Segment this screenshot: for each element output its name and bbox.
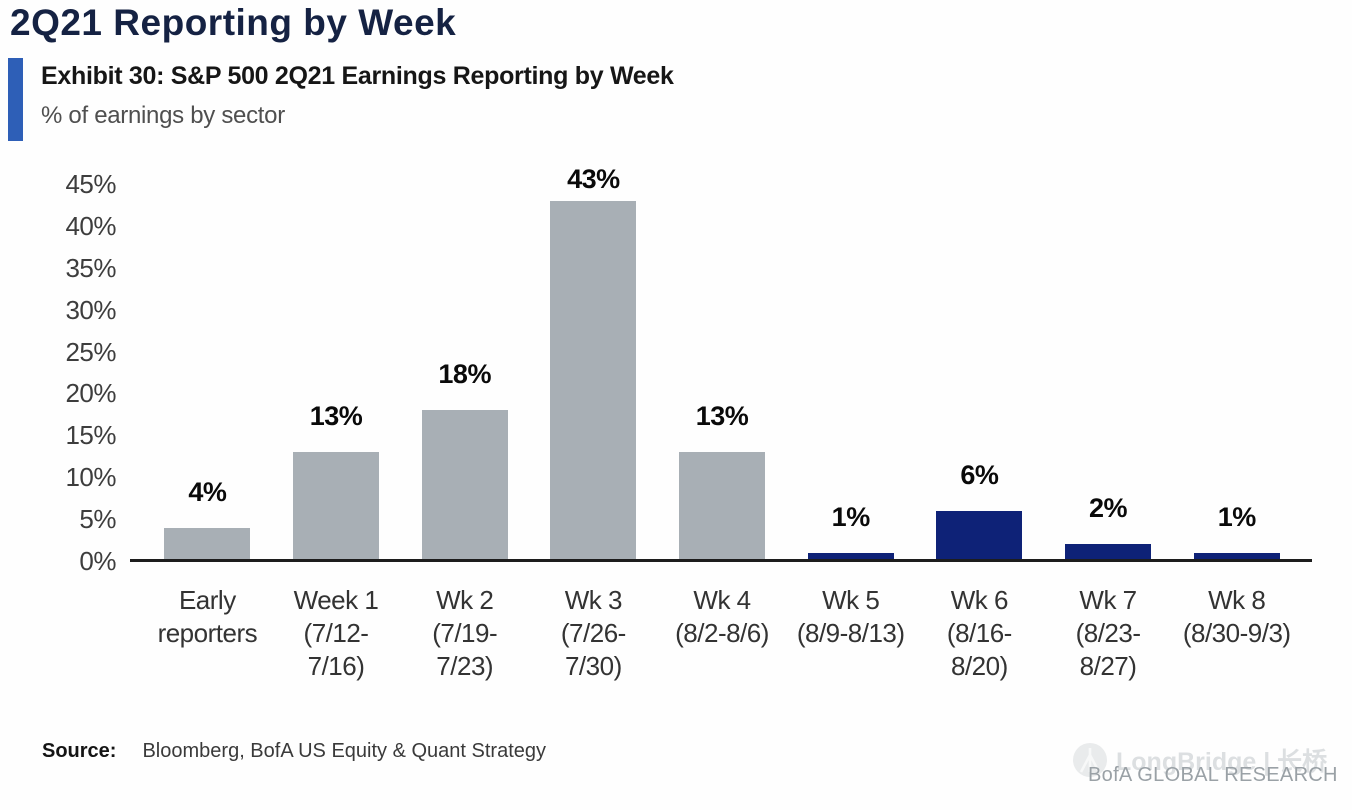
- watermark-text: LongBridge | 长桥: [1116, 748, 1328, 776]
- x-label-wk-8: Wk 8 (8/30-9/3): [1182, 585, 1291, 648]
- x-label-wk-3: Wk 3 (7/26- 7/30): [560, 585, 626, 681]
- value-label-wk-5: 1%: [831, 501, 871, 532]
- bar-group-wk-3: 43%: [529, 160, 658, 561]
- bar-group-wk-8: 1%: [1172, 160, 1301, 561]
- bar-group-wk-4: 13%: [658, 160, 787, 561]
- bar-group-wk-2: 18%: [400, 160, 529, 561]
- x-label-wk-2: Wk 2 (7/19- 7/23): [432, 585, 498, 681]
- x-label-wk-5: Wk 5 (8/9-8/13): [796, 585, 905, 648]
- bar-wk-2: [421, 410, 508, 561]
- exhibit-accent-bar: [8, 58, 23, 141]
- y-axis-tick-labels: 45% 40% 35% 30% 25% 20% 15% 10% 5% 0%: [0, 0, 116, 620]
- y-tick-40: 40%: [65, 210, 116, 241]
- bar-wk-3: [550, 200, 637, 561]
- y-tick-15: 15%: [65, 420, 116, 451]
- bar-wk-4: [679, 452, 766, 561]
- x-label-wk-4: Wk 4 (8/2-8/6): [675, 585, 769, 648]
- y-tick-30: 30%: [65, 294, 116, 325]
- y-tick-35: 35%: [65, 252, 116, 283]
- bar-wk-8: [1193, 552, 1280, 561]
- y-tick-45: 45%: [65, 169, 116, 199]
- source-label: Source:: [42, 740, 117, 762]
- page-title: 2Q21 Reporting by Week: [10, 2, 457, 43]
- value-label-wk-7: 2%: [1089, 493, 1128, 524]
- bar-week-1: [293, 452, 379, 561]
- y-tick-25: 25%: [65, 336, 116, 367]
- bar-group-wk-7: 2%: [1044, 160, 1173, 561]
- bar-wk-5: [807, 552, 894, 561]
- bar-group-wk-5: 1%: [786, 160, 915, 561]
- source-text: Bloomberg, BofA US Equity & Quant Strate…: [142, 740, 547, 762]
- longbridge-bridge-icon: [1072, 742, 1108, 778]
- value-label-early-reporters: 4%: [188, 476, 227, 507]
- value-label-wk-3: 43%: [567, 163, 620, 194]
- y-tick-20: 20%: [65, 378, 116, 409]
- value-label-wk-8: 1%: [1217, 501, 1257, 532]
- y-tick-5: 5%: [79, 504, 116, 535]
- bar-group-early-reporters: 4%: [143, 160, 272, 561]
- value-label-wk-4: 13%: [695, 401, 749, 432]
- y-tick-0: 0%: [79, 546, 116, 576]
- x-axis-labels: Early reporters Week 1 (7/12- 7/16) Wk 2 (7/19…: [143, 584, 1301, 683]
- x-label-wk-6: Wk 6 (8/16- 8/20): [946, 585, 1012, 681]
- bar-wk-6: [936, 510, 1023, 561]
- value-label-wk-6: 6%: [960, 459, 999, 490]
- y-tick-10: 10%: [65, 462, 116, 493]
- x-label-early-reporters: Early reporters: [157, 585, 258, 648]
- x-label-week-1: Week 1 (7/12- 7/16): [293, 585, 379, 681]
- longbridge-watermark: LongBridge | 长桥: [1072, 742, 1327, 778]
- x-label-wk-7: Wk 7 (8/23- 8/27): [1075, 585, 1141, 681]
- bar-wk-7: [1065, 544, 1152, 561]
- exhibit-subtitle: % of earnings by sector: [41, 102, 285, 129]
- exhibit-title: Exhibit 30: S&P 500 2Q21 Earnings Report…: [41, 62, 674, 90]
- x-axis-line: [130, 559, 1312, 562]
- bofa-global-research-label: BofA GLOBAL RESEARCH: [1088, 764, 1338, 786]
- bar-group-wk-6: 6%: [915, 160, 1044, 561]
- bar-group-week-1: 13%: [272, 160, 401, 561]
- bar-early-reporters: [164, 527, 251, 561]
- plot-area: 4% 13% 18% 43% 13% 1% 6% 2% 1%: [143, 160, 1301, 561]
- value-label-wk-2: 18%: [438, 359, 491, 390]
- source-note: Source: Bloomberg, BofA US Equity & Quant…: [42, 740, 546, 763]
- value-label-week-1: 13%: [309, 401, 363, 432]
